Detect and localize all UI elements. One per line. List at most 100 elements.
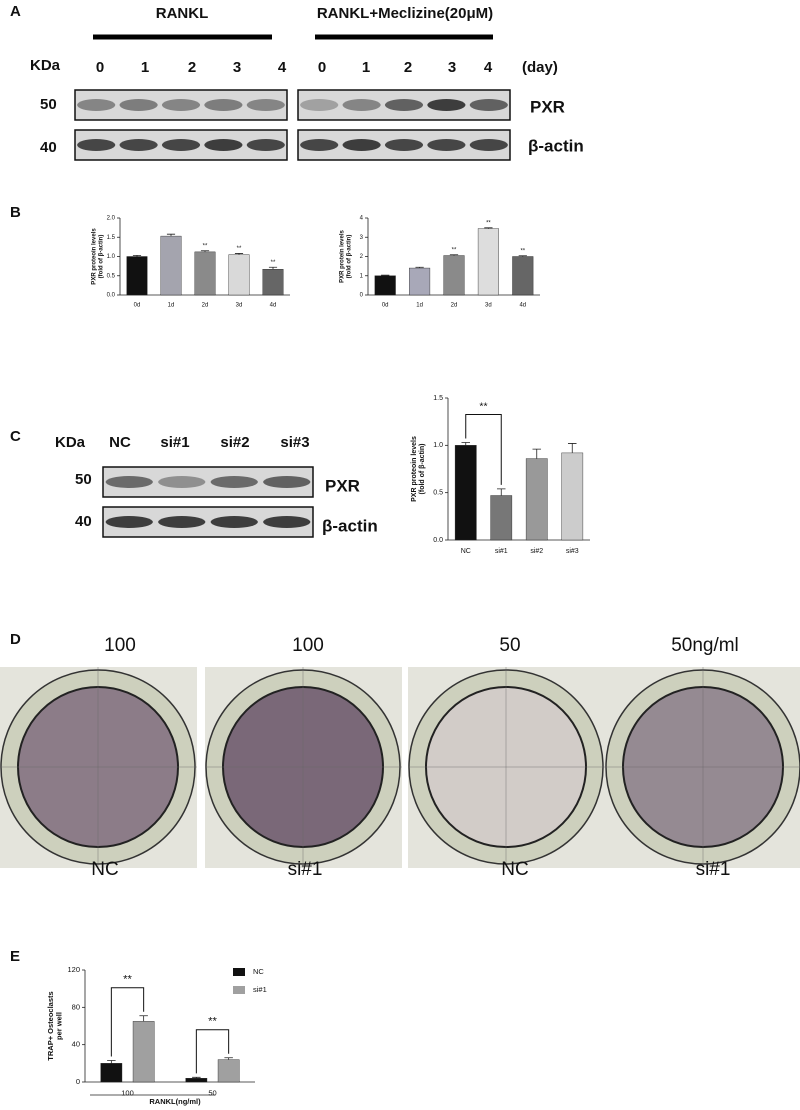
x-tick-label: 3d xyxy=(485,303,492,309)
y-tick-label: 0.0 xyxy=(107,293,116,299)
well-bottom xyxy=(622,686,784,848)
band xyxy=(158,476,206,488)
x-tick-label: NC xyxy=(461,548,471,555)
significance: ** xyxy=(520,248,525,254)
group-label: si#1 xyxy=(696,859,731,880)
bar xyxy=(454,445,477,541)
y-axis-label: per well xyxy=(55,1012,64,1040)
lane-labels: 0 1 2 3 4 0 1 2 3 4 xyxy=(96,59,493,76)
band xyxy=(263,516,311,528)
x-tick-label: 0d xyxy=(382,303,389,309)
significance-bracket xyxy=(465,413,502,485)
y-tick-label: 1.5 xyxy=(107,235,116,241)
well-bottom xyxy=(222,686,384,848)
error-bar xyxy=(200,250,210,252)
lane-label: 0 xyxy=(318,59,326,76)
bar xyxy=(477,228,499,296)
band xyxy=(105,516,153,528)
band xyxy=(469,99,508,111)
bar xyxy=(409,267,431,296)
y-tick-label: 1.0 xyxy=(433,442,443,449)
y-axis-label: (fold of β-actin) xyxy=(98,235,104,279)
well-bottom xyxy=(17,686,179,848)
y-tick-label: 0 xyxy=(360,293,364,299)
error-bar xyxy=(484,227,493,229)
y-tick-label: 4 xyxy=(360,216,364,222)
y-axis-label: (fold of β-actin) xyxy=(346,235,352,279)
panel-label: A xyxy=(10,3,21,20)
band xyxy=(469,139,508,151)
y-axis-label: TRAP+ Osteoclasts xyxy=(46,991,55,1060)
band xyxy=(77,99,116,111)
blot xyxy=(74,89,288,121)
band xyxy=(427,139,466,151)
x-tick-label: 0d xyxy=(134,303,141,309)
lane-label: 0 xyxy=(96,59,104,76)
well-images: 100 NC 100 si#1 50 NC 50ng/ml si#1 xyxy=(0,635,800,880)
band xyxy=(300,139,339,151)
error-bar xyxy=(192,1076,201,1079)
significance-bracket xyxy=(195,1029,230,1074)
dose-label: 100 xyxy=(104,635,136,656)
lane-label: 3 xyxy=(233,59,241,76)
bar xyxy=(132,1021,155,1083)
y-axis-label: PXR protein levels xyxy=(340,229,346,282)
x-tick-label: si#3 xyxy=(566,548,579,555)
error-bar xyxy=(224,1057,233,1060)
x-tick-label: 3d xyxy=(236,303,243,309)
y-tick-label: 1.0 xyxy=(107,254,116,260)
lane-label: si#3 xyxy=(280,434,309,451)
marker: 40 xyxy=(75,513,92,530)
lane-unit: (day) xyxy=(522,59,558,76)
band xyxy=(204,139,243,151)
band xyxy=(300,99,339,111)
bar xyxy=(374,275,396,296)
significance: ** xyxy=(237,246,242,252)
x-tick-label: si#2 xyxy=(530,548,543,555)
well-bottom xyxy=(425,686,587,848)
band xyxy=(384,139,424,151)
band xyxy=(119,139,158,151)
band xyxy=(204,99,243,111)
group-label: NC xyxy=(501,859,528,880)
band xyxy=(342,99,381,111)
marker: 40 xyxy=(40,139,57,156)
significance: ** xyxy=(452,247,457,253)
kda-label: KDa xyxy=(30,57,61,74)
legend-label: si#1 xyxy=(253,985,267,994)
error-bar xyxy=(567,443,577,453)
band xyxy=(158,516,206,528)
protein: β-actin xyxy=(322,516,378,535)
y-tick-label: 0 xyxy=(76,1077,80,1086)
bar xyxy=(217,1059,240,1083)
bar xyxy=(185,1078,208,1083)
y-tick-label: 0.5 xyxy=(433,490,443,497)
protein: PXR xyxy=(325,476,360,495)
y-tick-label: 40 xyxy=(72,1040,80,1049)
bar xyxy=(262,269,284,296)
x-tick-label: 1d xyxy=(416,303,423,309)
significance-bracket xyxy=(110,987,145,1057)
significance: ** xyxy=(208,1016,217,1028)
y-tick-label: 1.5 xyxy=(433,395,443,402)
lane-label: si#2 xyxy=(220,434,249,451)
band xyxy=(119,99,158,111)
y-tick-label: 2 xyxy=(360,254,364,260)
y-tick-label: 120 xyxy=(67,965,80,974)
x-axis-label: RANKL(ng/ml) xyxy=(149,1097,201,1106)
y-tick-label: 0.0 xyxy=(433,537,443,544)
x-tick-label: 50 xyxy=(208,1088,216,1097)
legend-swatch xyxy=(233,986,245,994)
x-tick-label: 4d xyxy=(270,303,277,309)
lane-label: 2 xyxy=(404,59,412,76)
x-tick-label: 4d xyxy=(519,303,526,309)
band xyxy=(210,476,258,488)
y-axis-label: (fold of β-actin) xyxy=(419,444,426,495)
legend-swatch xyxy=(233,968,245,976)
lane-label: 1 xyxy=(141,59,149,76)
error-bar xyxy=(496,488,506,496)
lane-label: 1 xyxy=(362,59,370,76)
band xyxy=(246,139,285,151)
